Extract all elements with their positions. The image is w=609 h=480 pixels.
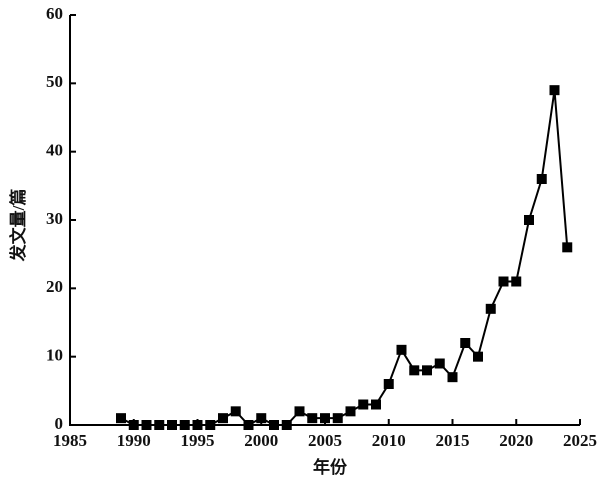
data-marker (307, 413, 318, 424)
data-marker (460, 338, 471, 348)
y-tick-label: 50 (46, 72, 63, 91)
data-marker (128, 420, 139, 430)
data-marker (447, 372, 458, 383)
data-marker (167, 420, 177, 430)
x-tick-label: 1995 (181, 431, 215, 450)
data-marker (269, 420, 279, 430)
data-marker (281, 420, 292, 430)
data-marker (141, 420, 152, 430)
data-marker (434, 358, 445, 369)
data-marker (536, 174, 547, 184)
data-marker (524, 215, 534, 225)
data-marker (396, 344, 407, 355)
x-tick-label: 1985 (53, 431, 87, 450)
y-tick-label: 0 (55, 414, 64, 433)
data-marker (294, 406, 305, 417)
data-marker (511, 276, 522, 287)
data-marker (243, 420, 254, 430)
data-marker (256, 413, 267, 424)
data-marker (498, 276, 509, 287)
data-marker (192, 420, 203, 430)
data-marker (230, 406, 241, 417)
x-tick-label: 2025 (563, 431, 597, 450)
data-marker (549, 85, 560, 96)
data-marker (116, 413, 126, 424)
data-line (120, 90, 569, 427)
y-tick-label: 30 (46, 209, 63, 228)
x-axis-label: 年份 (313, 457, 348, 477)
data-marker (205, 420, 216, 430)
x-tick-label: 2000 (244, 431, 278, 450)
x-tick-label: 2005 (308, 431, 342, 450)
x-tick-label: 1990 (117, 431, 151, 450)
data-marker (154, 420, 165, 430)
y-tick-label: 10 (46, 346, 63, 365)
x-tick-label: 2010 (372, 431, 406, 450)
data-marker (409, 365, 420, 376)
data-marker (473, 351, 483, 362)
data-marker (562, 242, 573, 253)
data-marker (371, 399, 381, 410)
x-tick-label: 2020 (499, 431, 533, 450)
y-tick-label: 60 (46, 4, 63, 23)
data-marker (345, 406, 356, 417)
y-tick-label: 40 (46, 141, 63, 160)
data-marker (179, 420, 190, 430)
data-marker (485, 303, 496, 314)
data-marker (422, 365, 432, 376)
data-marker (332, 413, 343, 424)
data-marker (320, 413, 330, 424)
y-tick-label: 20 (46, 277, 63, 296)
x-tick-label: 2015 (436, 431, 470, 450)
data-marker (358, 399, 369, 410)
y-axis-label: 发文量/篇 (8, 189, 28, 263)
data-marker (218, 413, 228, 424)
data-marker (383, 379, 394, 389)
